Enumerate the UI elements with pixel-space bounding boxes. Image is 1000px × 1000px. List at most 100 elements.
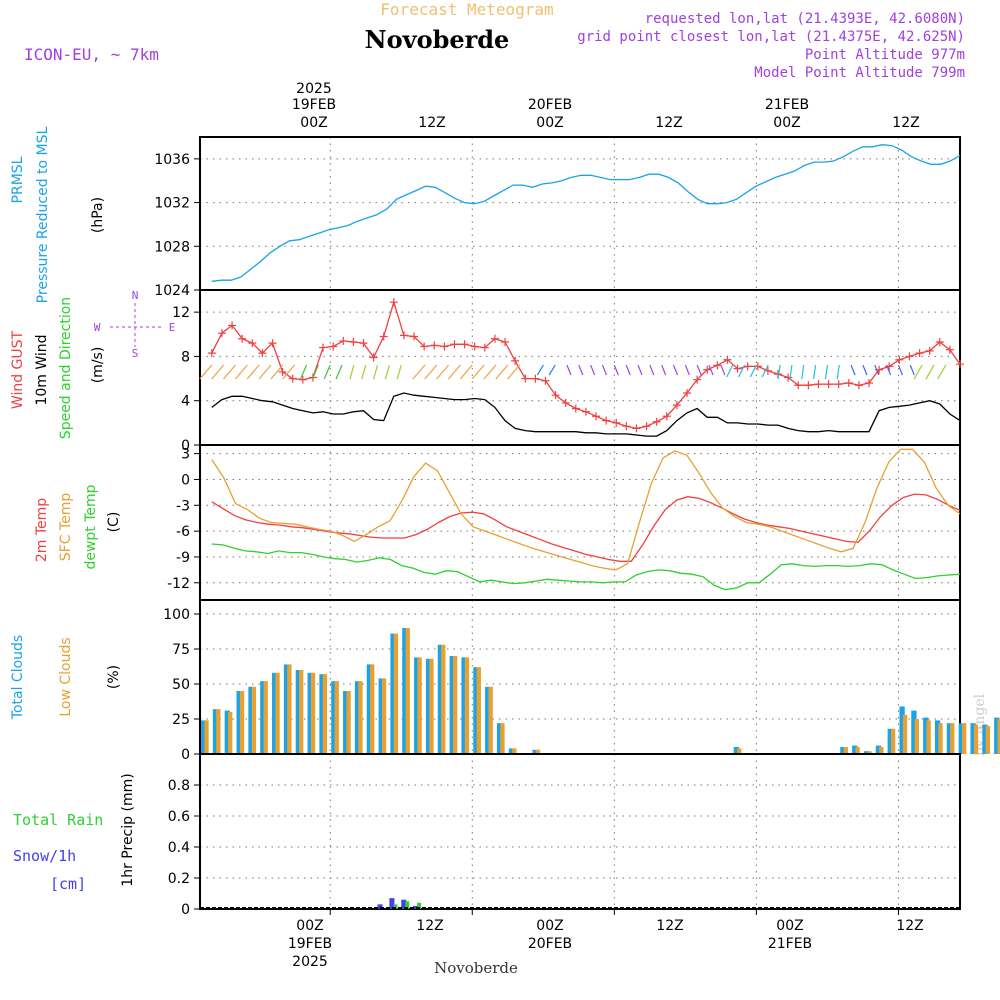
low-cloud-bar — [512, 748, 517, 754]
top-hour-label: 00Z — [773, 115, 800, 131]
wind-arrow — [708, 364, 714, 376]
temp-sfc-label: SFC Temp — [58, 493, 74, 562]
wind-ytick-label: 12 — [172, 305, 190, 321]
low-cloud-bar — [393, 633, 399, 754]
gust-marker — [349, 338, 358, 347]
wind-arrow — [323, 364, 331, 380]
temperature-ytick-label: 0 — [181, 472, 190, 488]
gust-marker — [430, 341, 439, 350]
wind-arrow — [937, 364, 947, 380]
total-cloud-bar — [201, 720, 207, 754]
pressure-ytick-label: 1032 — [154, 196, 190, 212]
wind-arrow — [726, 364, 734, 378]
wind-arrow — [601, 364, 608, 376]
wind-line-10m-wind — [211, 392, 961, 437]
cloud-labels: Total Clouds Low Clouds (%) — [10, 635, 122, 720]
wind-arrow — [661, 364, 667, 376]
pressure-ytick-label: 1036 — [154, 152, 190, 168]
bottom-year-label: 2025 — [292, 954, 328, 970]
gust-marker — [935, 338, 944, 347]
wind-arrow — [282, 364, 296, 380]
total-cloud-bar — [911, 710, 917, 754]
cloud-total-label: Total Clouds — [10, 635, 26, 720]
total-cloud-bar — [852, 745, 858, 754]
low-cloud-bar — [997, 719, 1000, 754]
pressure-ytick-label: 1028 — [154, 239, 190, 255]
gust-marker — [450, 340, 459, 349]
wind-arrow — [801, 364, 805, 380]
wind-ytick-label: 4 — [181, 394, 190, 410]
wind-arrow — [335, 364, 343, 380]
wind-arrow — [199, 364, 213, 380]
gust-marker — [521, 374, 530, 383]
gust-marker — [581, 407, 590, 416]
temperature-ytick-label: 3 — [181, 447, 190, 463]
gust-marker — [440, 342, 449, 351]
wind-arrow — [372, 364, 379, 380]
snow-bar — [413, 905, 419, 909]
gust-marker — [238, 334, 247, 343]
low-cloud-bar — [950, 723, 955, 754]
wind-arrow — [862, 364, 868, 376]
temp-labels: 2m Temp SFC Temp dewpt Temp (C) — [34, 484, 122, 569]
requested-coords: requested lon,lat (21.4393E, 42.6080N) — [645, 11, 965, 27]
total-cloud-bar — [378, 678, 384, 754]
snow-bar — [401, 899, 407, 909]
low-cloud-bar — [216, 709, 221, 754]
low-cloud-bar — [381, 678, 387, 754]
gust-marker — [480, 343, 489, 352]
top-hour-label: 12Z — [418, 115, 445, 131]
gust-marker — [844, 379, 853, 387]
wind-arrow — [211, 364, 225, 380]
gust-marker — [571, 404, 580, 413]
clouds-ytick-label: 50 — [172, 677, 190, 693]
bottom-hour-label: 00Z — [536, 918, 563, 934]
temperature-ytick-label: -6 — [176, 524, 190, 540]
pressure-frame — [199, 136, 961, 291]
precip-ytick-label: 0.2 — [168, 871, 190, 887]
gust-marker — [642, 422, 651, 431]
gust-marker — [470, 342, 479, 351]
wind-arrow — [536, 364, 544, 376]
total-cloud-bar — [425, 658, 432, 754]
top-hour-label: 00Z — [536, 115, 563, 131]
chart-title: Forecast Meteogram — [380, 0, 553, 19]
gust-marker — [703, 365, 712, 374]
precip-snow-label: Snow/1h — [13, 847, 76, 865]
total-cloud-bar — [958, 723, 964, 754]
low-cloud-bar — [985, 726, 990, 754]
gust-marker — [217, 329, 226, 338]
gust-marker — [531, 374, 540, 383]
gust-marker — [925, 346, 934, 355]
rain-bar — [417, 902, 422, 909]
top-hour-label: 12Z — [655, 115, 682, 131]
wind-ytick-label: 8 — [181, 349, 190, 365]
gust-marker — [258, 349, 267, 358]
snow-bar — [377, 904, 383, 909]
wind-unit: (m/s) — [90, 347, 106, 384]
wind-arrow — [507, 364, 521, 380]
gust-marker — [612, 418, 621, 427]
total-cloud-bar — [437, 644, 444, 754]
compass-n: N — [132, 289, 139, 302]
bottom-hour-label: 00Z — [776, 918, 803, 934]
total-cloud-bar — [496, 723, 503, 754]
cloud-unit: (%) — [106, 665, 122, 689]
wind-arrow — [258, 364, 272, 380]
total-cloud-bar — [449, 656, 455, 754]
wind-10m-label: 10m Wind — [34, 334, 50, 405]
wind-ytick-label: 0 — [181, 438, 190, 454]
wind-arrow — [384, 364, 390, 380]
wind-arrow — [925, 364, 935, 380]
gust-marker — [288, 374, 297, 383]
wind-arrow — [836, 364, 840, 380]
temperature-frame — [199, 444, 961, 601]
bottom-date-label-2: 21FEB — [768, 936, 812, 952]
low-cloud-bar — [476, 667, 481, 754]
gust-marker — [672, 401, 681, 410]
bottom-hour-labels: 00Z 12Z 00Z 12Z 00Z 12Z — [296, 918, 923, 934]
gust-marker — [814, 380, 823, 389]
wind-sd-label: Speed and Direction — [58, 297, 74, 439]
temperature-line-dewpt-temp — [211, 543, 961, 591]
gust-marker — [956, 360, 964, 369]
